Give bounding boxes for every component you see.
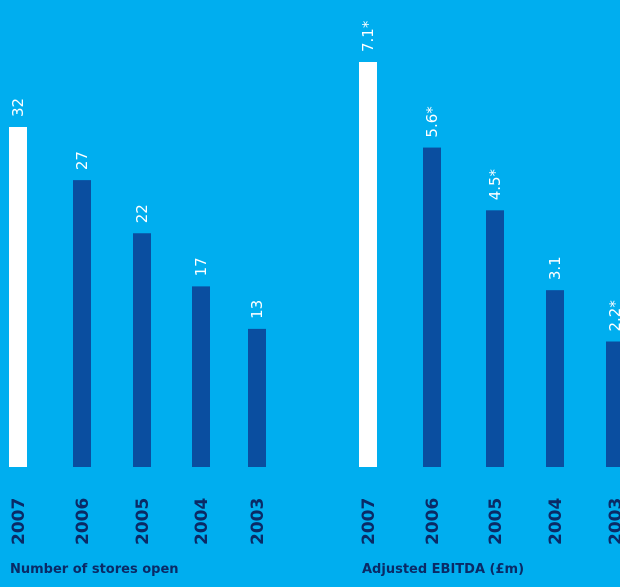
bar-stores-2007	[9, 127, 27, 467]
year-label-stores-2004: 2004	[192, 498, 212, 545]
value-label-stores-2004: 17	[192, 257, 210, 276]
value-label-ebitda-2007: 7.1*	[359, 20, 377, 52]
year-label-ebitda-2006: 2006	[423, 498, 443, 545]
bar-stores-2006	[73, 180, 91, 467]
year-label-stores-2007: 2007	[9, 498, 29, 545]
chart-title-ebitda: Adjusted EBITDA (£m)	[362, 562, 525, 577]
bar-ebitda-2007	[359, 62, 377, 467]
value-label-stores-2006: 27	[73, 151, 91, 170]
bar-ebitda-2005	[486, 210, 504, 467]
year-label-stores-2005: 2005	[133, 498, 153, 545]
year-label-ebitda-2004: 2004	[546, 498, 566, 545]
value-label-ebitda-2005: 4.5*	[486, 168, 504, 200]
year-label-stores-2003: 2003	[248, 498, 268, 545]
year-label-ebitda-2003: 2003	[606, 498, 620, 545]
bar-ebitda-2004	[546, 290, 564, 467]
value-label-ebitda-2006: 5.6*	[423, 106, 441, 138]
chart-title-stores: Number of stores open	[10, 562, 179, 577]
value-label-stores-2003: 13	[248, 300, 266, 319]
value-label-ebitda-2003: 2.2*	[606, 300, 620, 332]
bar-stores-2003	[248, 328, 266, 467]
bar-ebitda-2006	[423, 147, 441, 467]
year-label-ebitda-2007: 2007	[359, 498, 379, 545]
year-label-stores-2006: 2006	[73, 498, 93, 545]
value-label-ebitda-2004: 3.1	[546, 256, 564, 280]
value-label-stores-2007: 32	[9, 98, 27, 117]
chart-ebitda: 7.1* 2007 5.6* 2006 4.5* 2005 3.1 2004 2.2* 2003	[359, 20, 620, 545]
bar-stores-2005	[133, 233, 151, 467]
value-label-stores-2005: 22	[133, 204, 151, 223]
bar-ebitda-2003	[606, 341, 620, 467]
year-label-ebitda-2005: 2005	[486, 498, 506, 545]
chart-stores: 32 2007 27 2006 22 2005 17 2004 13 2003	[9, 98, 268, 545]
bar-stores-2004	[192, 286, 210, 467]
